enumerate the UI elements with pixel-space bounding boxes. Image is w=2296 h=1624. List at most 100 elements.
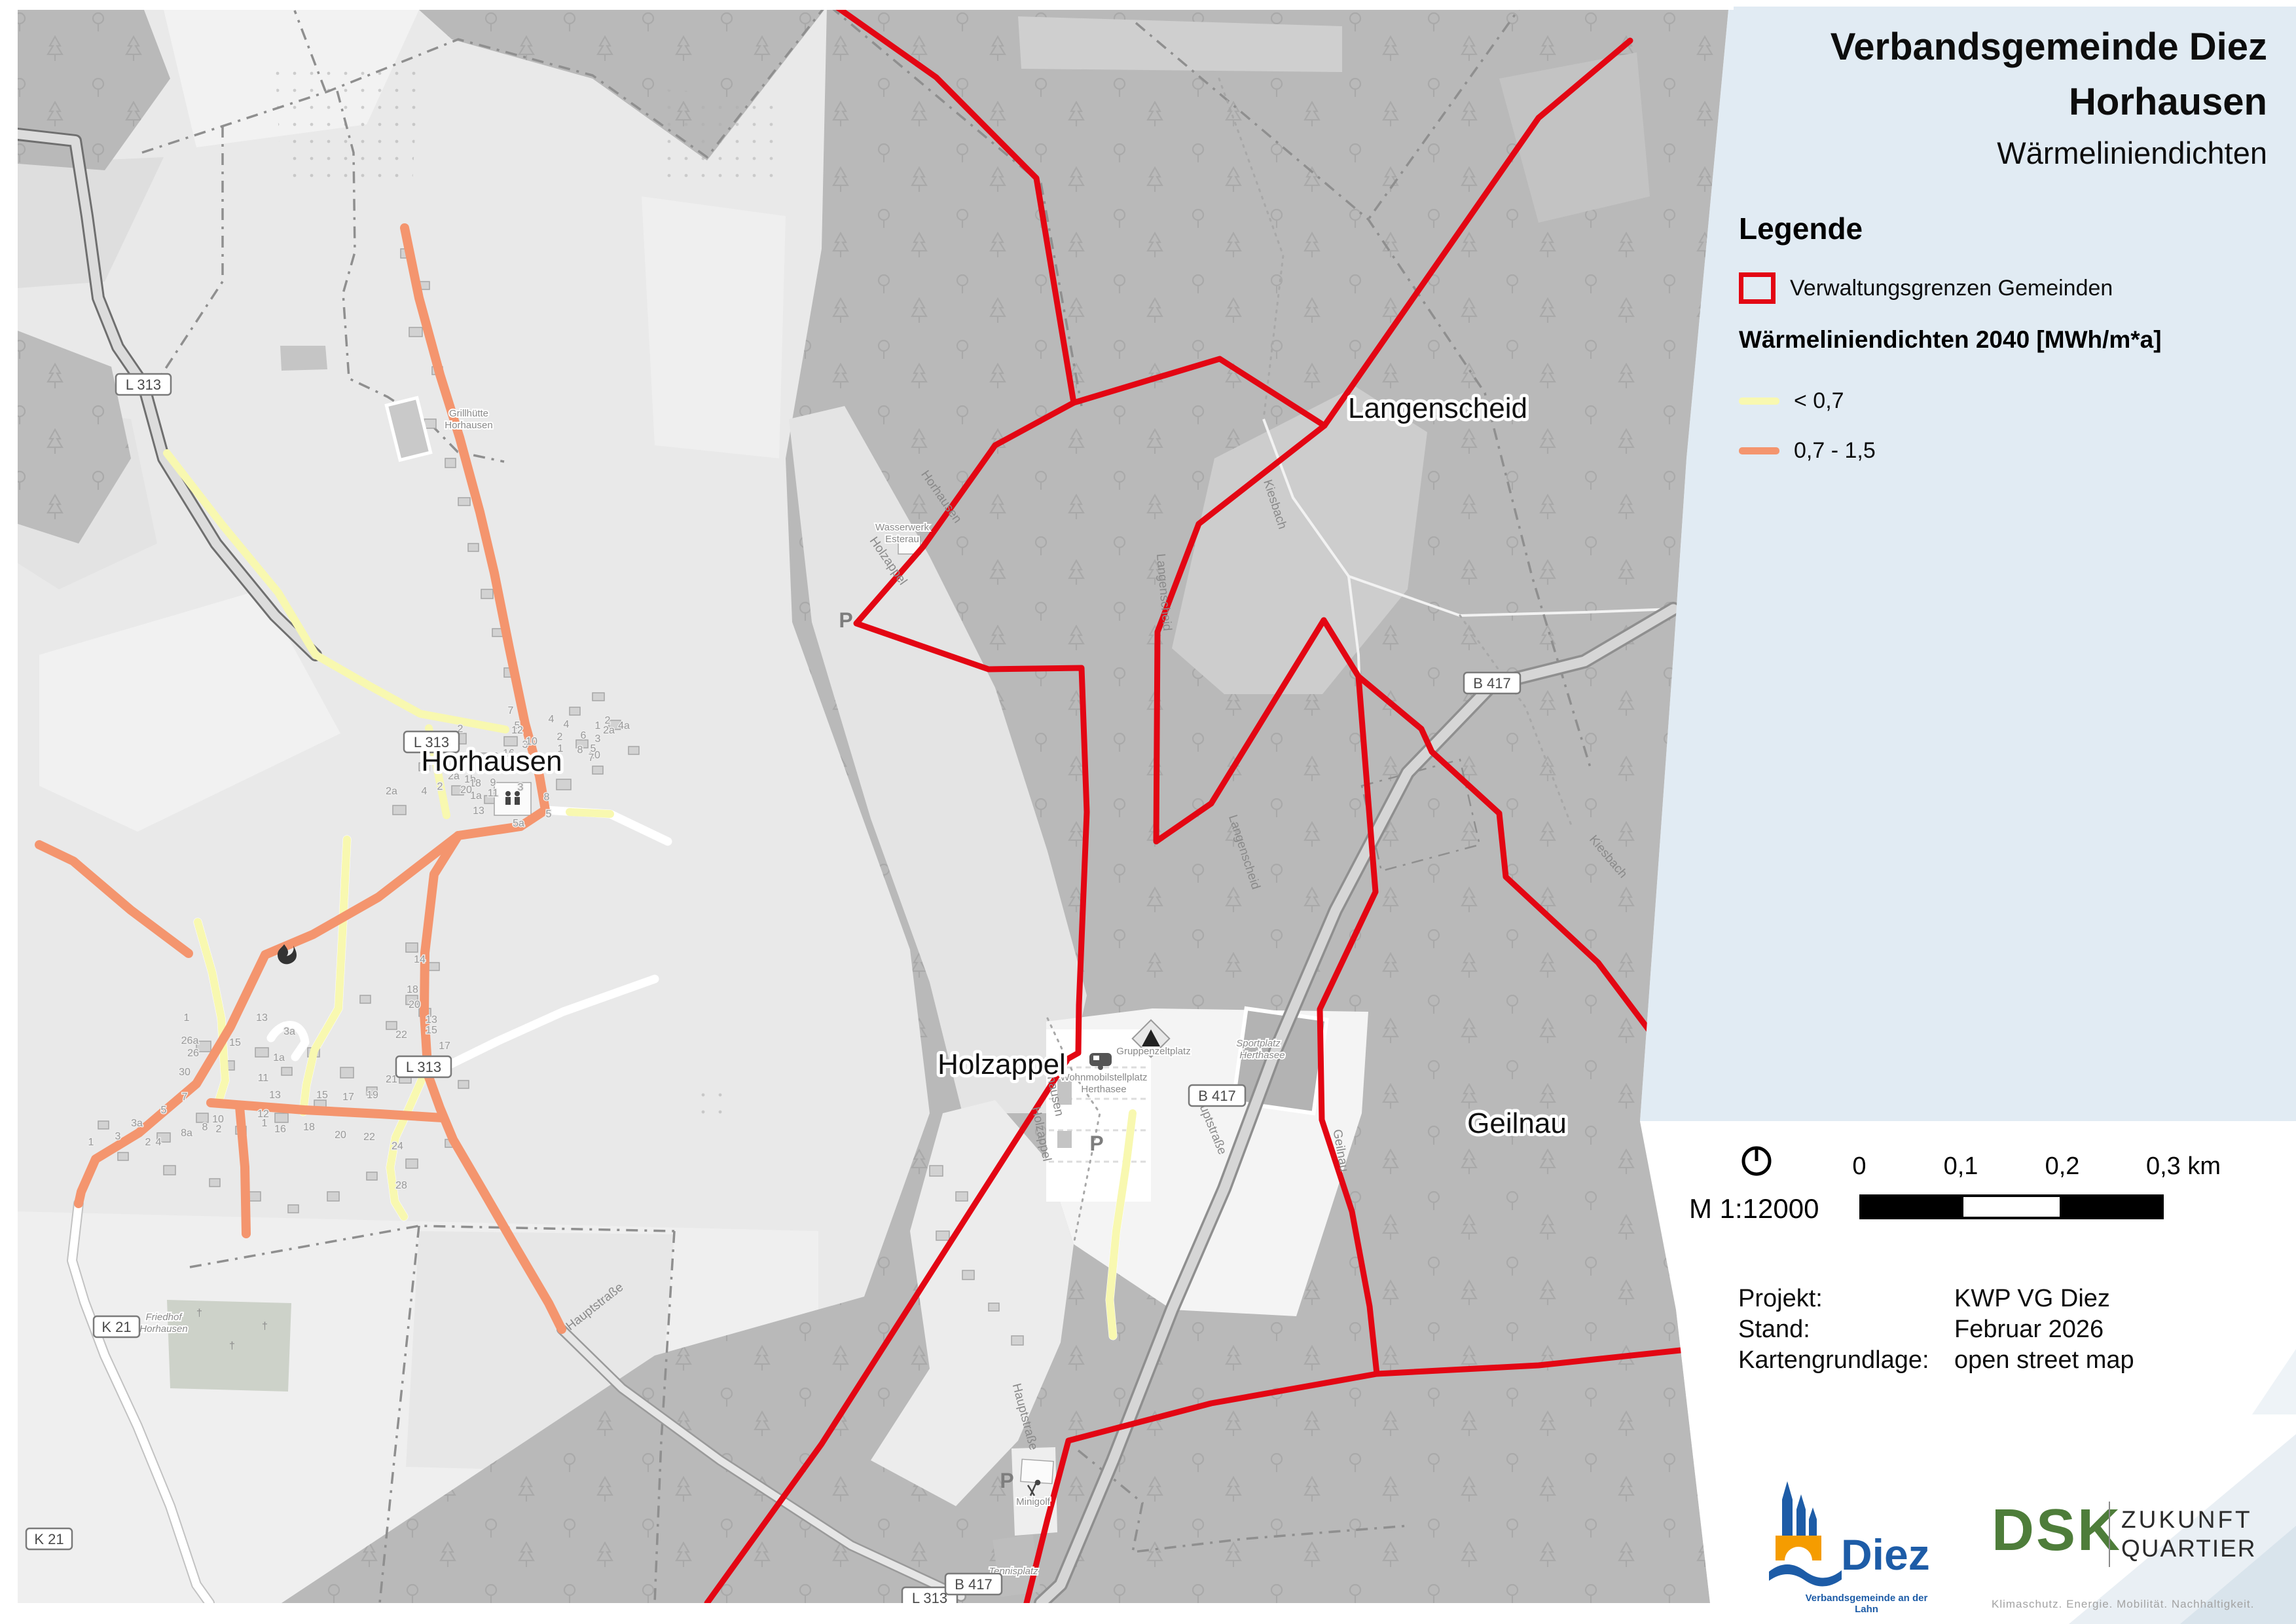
project-label: Stand:	[1738, 1316, 1810, 1343]
scale-tick-3: 0,3 km	[2145, 1153, 2221, 1180]
diez-logo-icon	[1769, 1481, 1842, 1587]
road-shield	[25, 1527, 73, 1551]
hn-label: 22	[363, 1132, 375, 1143]
map-title-line3: Wärmeliniendichten	[1997, 136, 2267, 170]
hn-label: 8a	[181, 1128, 192, 1139]
forest-patches	[18, 10, 327, 544]
small-label: Esterau	[885, 534, 919, 545]
hn-label: 26	[187, 1048, 199, 1059]
hn-label: 3a	[131, 1118, 143, 1129]
admin-boundaries	[704, 10, 1684, 1603]
street-label: P	[1089, 1132, 1103, 1155]
hn-label: 9	[490, 777, 496, 788]
scale-bar-seg1	[1859, 1194, 1961, 1219]
heat-lines-orange	[35, 223, 566, 1334]
heat-legend-heading: Wärmeliniendichten 2040 [MWh/m*a]	[1739, 326, 2162, 353]
scale-ratio: M 1:12000	[1689, 1193, 1819, 1224]
hn-label: 1	[184, 1012, 190, 1024]
hn-label: 12	[257, 1109, 269, 1120]
hn-label: 4	[156, 1137, 162, 1148]
small-label: Sportplatz	[1236, 1038, 1281, 1049]
road-shield-label: K 21	[101, 1319, 131, 1335]
north-arrow-icon	[1741, 1146, 1772, 1176]
heat-class2-label: 0,7 - 1,5	[1794, 437, 1876, 463]
place-label: Geilnau	[1467, 1107, 1567, 1139]
hn-label: 26a	[181, 1035, 199, 1046]
road-shield-label: K 21	[34, 1531, 64, 1547]
hn-label: 12	[511, 725, 523, 736]
trails-dotted	[1046, 77, 1573, 1246]
project-row: Projekt: KWP VG Diez	[1738, 1283, 2134, 1314]
hn-label: 11	[488, 788, 499, 799]
hn-label: 28	[395, 1180, 407, 1191]
admin-boundary-label: Verwaltungsgrenzen Gemeinden	[1790, 275, 2113, 301]
small-label: Gruppenzeltplatz	[1116, 1046, 1190, 1057]
hn-label: 8	[202, 1122, 208, 1133]
hn-label: 15	[229, 1037, 241, 1048]
hn-label: 2	[216, 1124, 222, 1135]
campsite-icon	[1131, 1019, 1171, 1058]
hn-label: 17	[342, 1092, 354, 1103]
dsk-logo-tagline: Klimaschutz. Energie. Mobilität. Nachhal…	[1992, 1598, 2255, 1610]
hn-label: 18	[303, 1122, 315, 1133]
hn-label: 5	[546, 809, 552, 820]
hn-label: 13	[473, 805, 484, 817]
hn-label: 18	[407, 984, 418, 995]
dsk-logo-line1: ZUKUNFT	[2121, 1506, 2253, 1533]
hn-label: 2	[557, 731, 563, 743]
dsk-logo-line2: QUARTIER	[2121, 1535, 2257, 1562]
hn-label: 4	[564, 719, 570, 730]
hn-label: 1b	[464, 774, 476, 785]
deco-triangles	[2069, 1349, 2296, 1624]
hn-label: 3	[115, 1131, 121, 1142]
road-shield-label: L 313	[414, 734, 449, 750]
place-label: Langenscheid	[1348, 392, 1527, 424]
hn-label: 6	[581, 730, 587, 741]
hn-label: 7	[589, 752, 594, 764]
hn-label: 13	[269, 1090, 281, 1101]
hn-label: 22	[395, 1029, 407, 1041]
poi-icons	[278, 791, 1171, 1496]
scale-bar	[1859, 1194, 2164, 1219]
hn-label: 2a	[448, 771, 460, 782]
diez-logo-name: Diez	[1841, 1530, 1930, 1579]
hn-label: 5	[591, 743, 596, 754]
hn-label: 30	[179, 1067, 191, 1078]
road-shield	[403, 730, 460, 754]
small-label: Minigolf	[1016, 1496, 1051, 1507]
scale-tick-0: 0	[1852, 1153, 1867, 1180]
svg-text:†: †	[262, 1321, 268, 1332]
road-shield	[115, 373, 172, 396]
project-label: Kartengrundlage:	[1738, 1346, 1929, 1374]
map-title-line2: Horhausen	[2069, 81, 2267, 123]
legend-admin-row: Verwaltungsgrenzen Gemeinden	[1739, 268, 2113, 308]
forest-clearings	[1018, 16, 1650, 694]
hn-label: 1	[88, 1137, 94, 1148]
heat-class1-label: < 0,7	[1794, 388, 1844, 413]
hn-label: 16	[274, 1124, 286, 1135]
hn-label: 1	[558, 743, 564, 754]
hn-label: 20	[335, 1130, 346, 1141]
road-shield	[1188, 1084, 1247, 1107]
scale-tick-2: 0,2	[2045, 1153, 2080, 1180]
road-shield-label: B 417	[1198, 1088, 1236, 1104]
map-edge-white	[1640, 1121, 1739, 1603]
project-value: Februar 2026	[1954, 1316, 2104, 1343]
hn-label: 1a	[470, 790, 482, 802]
minigolf-icon	[1027, 1479, 1041, 1496]
project-row: Kartengrundlage: open street map	[1738, 1345, 2134, 1376]
hn-label: 1	[595, 720, 601, 731]
hn-label: 3	[518, 782, 524, 793]
road-shield-label: L 313	[912, 1590, 947, 1603]
small-label: Wasserwerk	[875, 522, 929, 533]
road-shield	[944, 1572, 1003, 1596]
hn-label: 7	[182, 1092, 188, 1103]
hn-label: 1a	[273, 1052, 285, 1063]
small-label: Wohnmobilstellplatz	[1060, 1072, 1147, 1083]
hn-label: 20	[409, 999, 420, 1010]
map-title-line1: Verbandsgemeinde Diez	[1830, 26, 2267, 68]
hn-label: 13	[426, 1014, 437, 1025]
hn-label: 2a	[603, 725, 615, 736]
dsk-logo-name: DSK	[1992, 1498, 2123, 1563]
